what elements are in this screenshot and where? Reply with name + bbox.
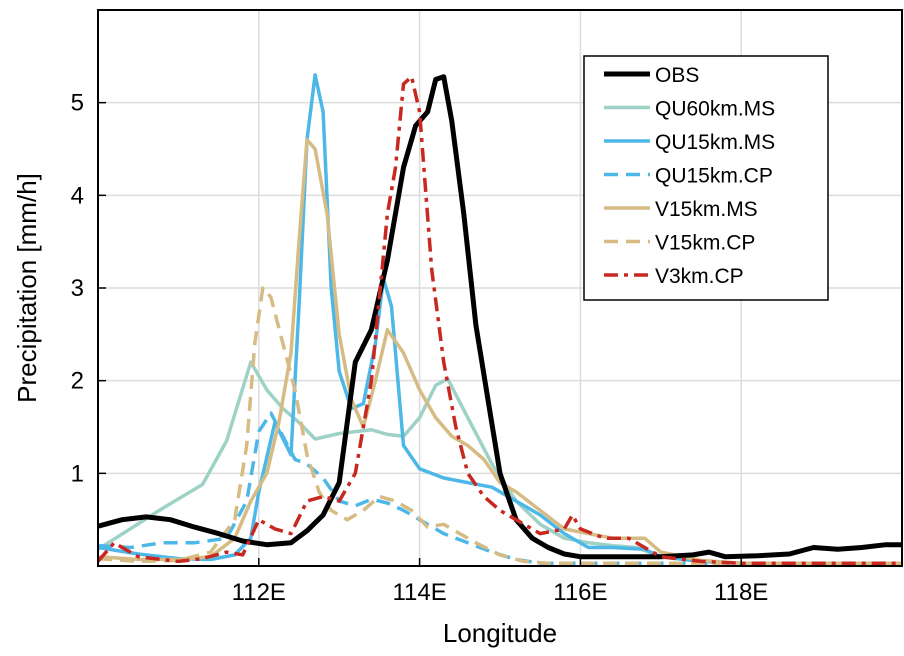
series-line-obs — [98, 74, 902, 560]
x-tick-label: 112E — [232, 579, 286, 606]
series-line-v15km-cp — [98, 286, 902, 565]
y-tick-label: 1 — [71, 460, 84, 487]
legend-label: QU15km.MS — [655, 131, 775, 154]
legend-label: QU60km.MS — [655, 98, 775, 121]
x-tick-label: 114E — [392, 579, 446, 606]
legend-label: V15km.MS — [655, 198, 758, 221]
series-lines — [98, 73, 902, 565]
y-axis-label: Precipitation [mm/h] — [12, 173, 42, 403]
y-tick-label: 3 — [71, 275, 84, 302]
legend-label: V3km.CP — [655, 265, 744, 288]
x-tick-label: 118E — [714, 579, 768, 606]
x-axis-label: Longitude — [443, 618, 557, 648]
series-line-qu15km-cp — [98, 411, 902, 565]
y-tick-label: 4 — [71, 182, 84, 209]
series-line-v3km-cp — [98, 74, 902, 565]
axis-ticks: 112E 114E 116E 118E 1 2 3 4 5 — [71, 90, 769, 606]
y-tick-label: 2 — [71, 368, 84, 395]
x-tick-label: 116E — [553, 579, 607, 606]
legend-box — [583, 55, 829, 301]
series-line-qu15km-ms — [98, 73, 902, 565]
legend-label: QU15km.CP — [655, 165, 773, 188]
y-tick-label: 5 — [71, 90, 84, 117]
legend: OBS QU60km.MS QU15km.MS QU15km.CP V15km.MS V1… — [583, 55, 829, 301]
legend-label: V15km.CP — [655, 232, 755, 255]
legend-label: OBS — [655, 64, 699, 87]
